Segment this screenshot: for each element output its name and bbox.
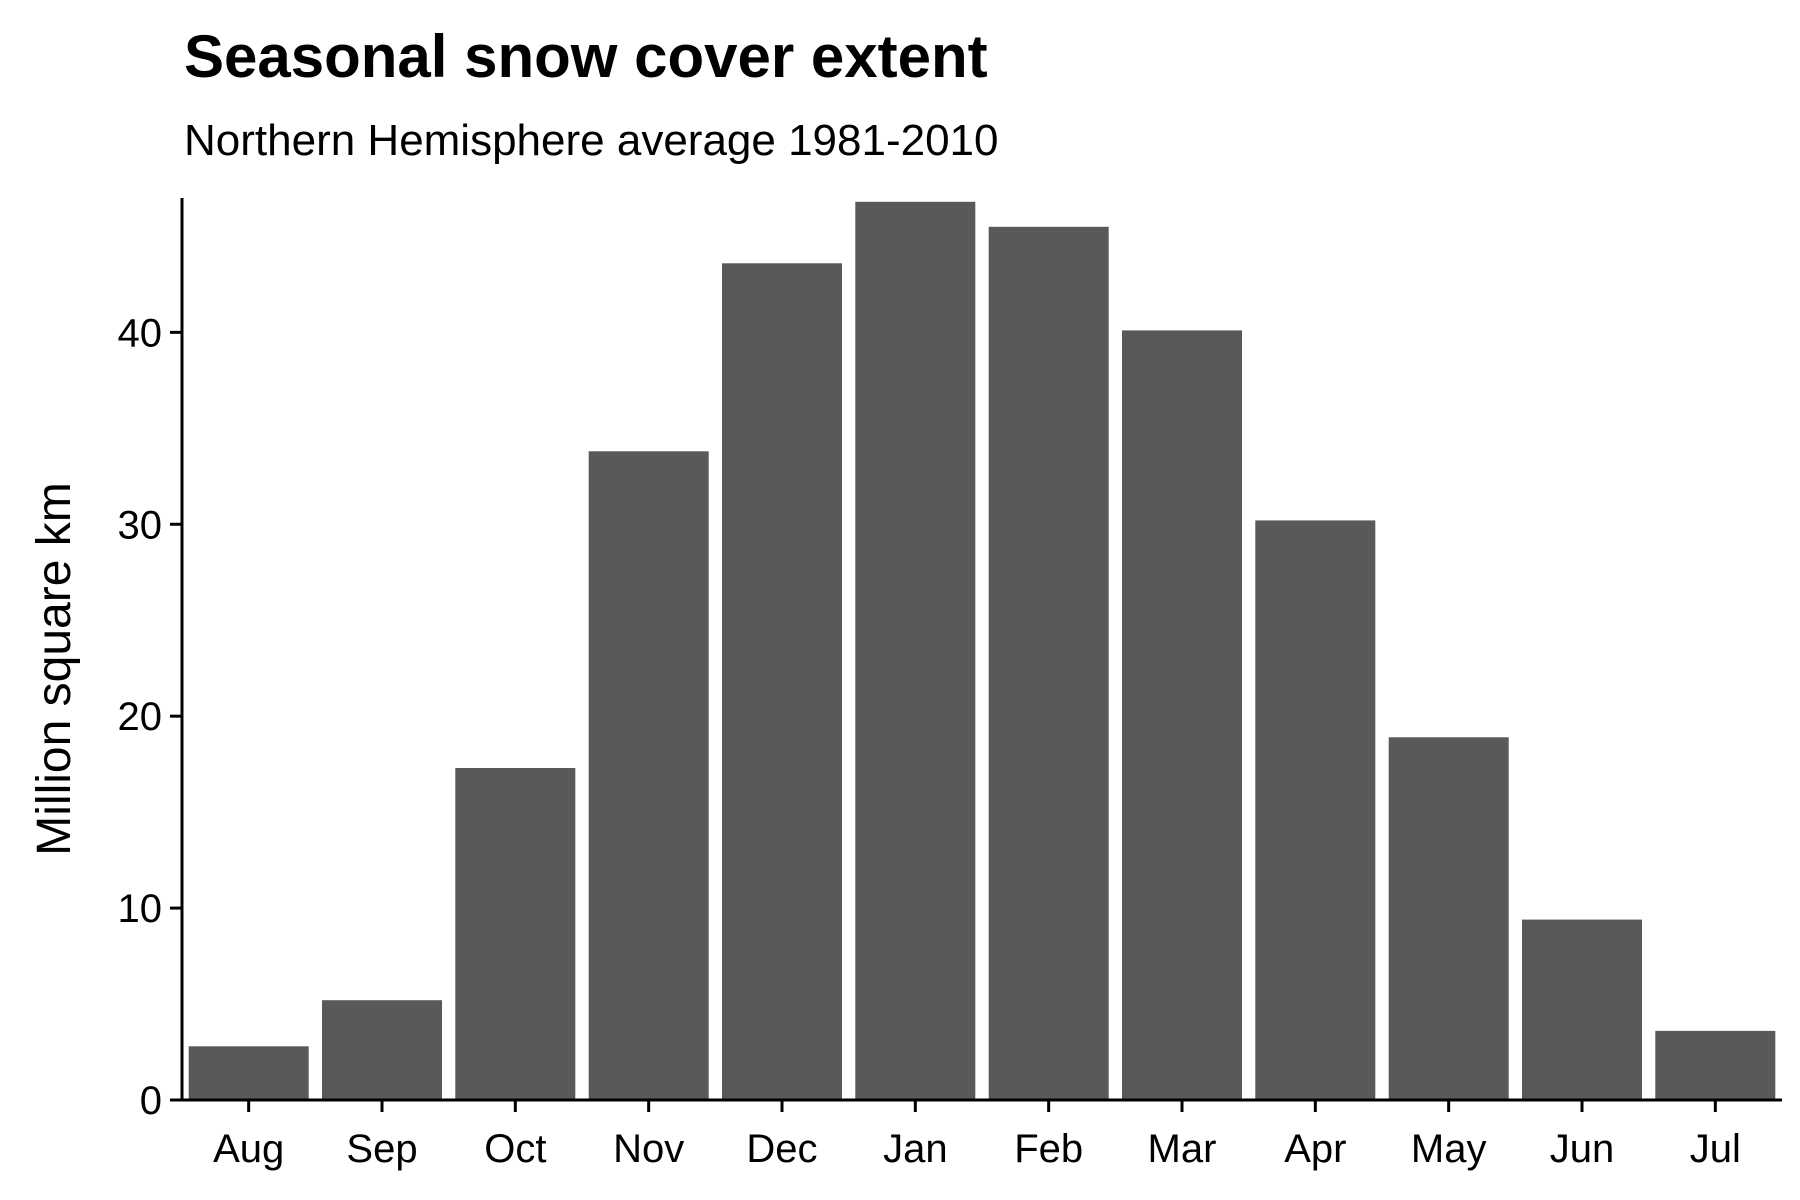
bar-oct	[455, 768, 576, 1100]
y-tick-label-0: 0	[140, 1079, 162, 1123]
y-tick-label-10: 10	[118, 887, 163, 931]
bar-sep	[322, 1000, 442, 1100]
bar-jun	[1522, 919, 1642, 1100]
bar-apr	[1255, 520, 1376, 1100]
y-tick-label-30: 30	[118, 503, 163, 547]
x-tick-label-jan: Jan	[883, 1127, 948, 1171]
y-tick-label-40: 40	[118, 311, 163, 355]
y-tick-label-20: 20	[118, 695, 163, 739]
chart-title: Seasonal snow cover extent	[184, 23, 988, 90]
bar-aug	[188, 1046, 309, 1100]
x-tick-label-may: May	[1411, 1127, 1487, 1171]
x-tick-label-oct: Oct	[484, 1127, 546, 1171]
y-axis-label: Million square km	[28, 482, 81, 855]
x-tick-label-dec: Dec	[746, 1127, 817, 1171]
bar-dec	[722, 263, 842, 1100]
x-tick-label-nov: Nov	[613, 1127, 684, 1171]
x-tick-label-mar: Mar	[1148, 1127, 1217, 1171]
x-tick-label-sep: Sep	[346, 1127, 417, 1171]
bar-nov	[588, 451, 709, 1100]
x-tick-label-apr: Apr	[1284, 1127, 1346, 1171]
x-tick-label-jul: Jul	[1690, 1127, 1741, 1171]
bar-jul	[1655, 1030, 1776, 1100]
bar-mar	[1122, 330, 1242, 1100]
x-tick-label-feb: Feb	[1014, 1127, 1083, 1171]
bar-may	[1388, 737, 1509, 1100]
bar-feb	[988, 226, 1109, 1101]
x-tick-label-aug: Aug	[213, 1127, 284, 1171]
x-tick-label-jun: Jun	[1550, 1127, 1615, 1171]
chart-subtitle: Northern Hemisphere average 1981-2010	[184, 116, 999, 165]
bar-jan	[855, 201, 976, 1101]
